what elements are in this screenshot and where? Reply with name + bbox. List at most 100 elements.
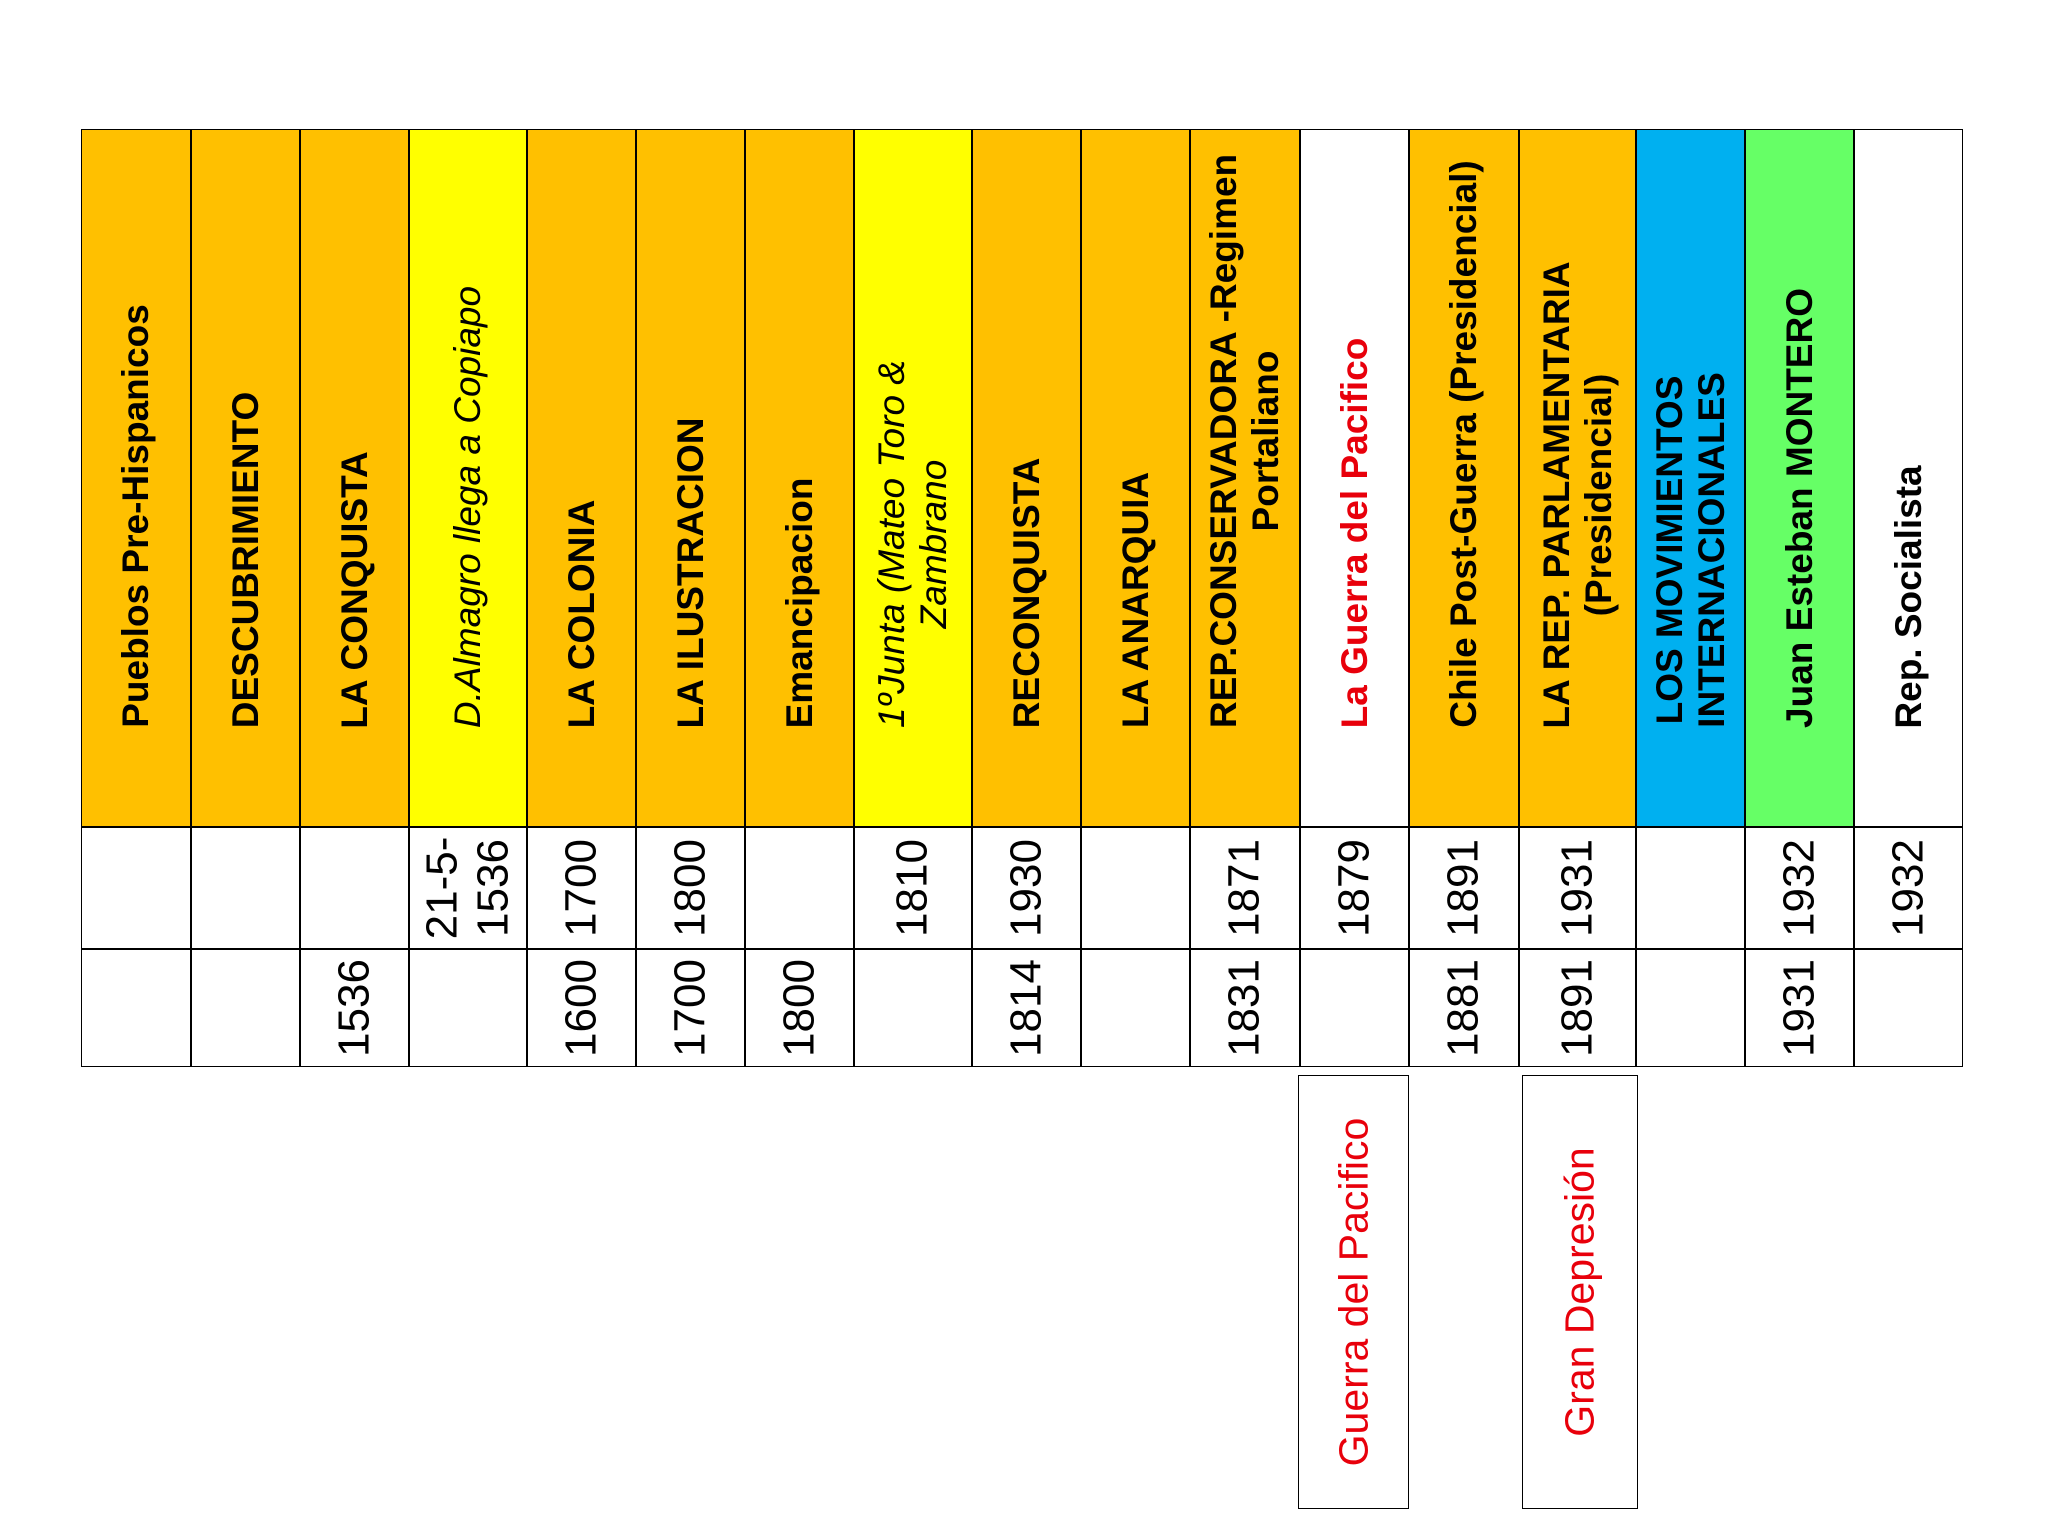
period-column-socialista: Rep. Socialista 1932 xyxy=(1854,129,1963,1067)
end-year: 1930 xyxy=(1001,839,1051,937)
period-header-guerra_pacifico: La Guerra del Pacifico xyxy=(1300,129,1409,827)
start-year-cell: 1700 xyxy=(636,949,745,1067)
end-year-cell: 1810 xyxy=(854,827,972,949)
period-column-junta: 1ºJunta (Mateo Toro & Zambrano 1810 xyxy=(854,129,972,1067)
period-header-junta: 1ºJunta (Mateo Toro & Zambrano xyxy=(854,129,972,827)
end-year: 1932 xyxy=(1883,839,1933,937)
end-year-cell: 1879 xyxy=(1300,827,1409,949)
period-column-colonia: LA COLONIA 1700 1600 xyxy=(527,129,636,1067)
start-year: 1831 xyxy=(1219,959,1269,1057)
end-year-cell: 1800 xyxy=(636,827,745,949)
period-label: Juan Esteban MONTERO xyxy=(1778,288,1820,728)
start-year-cell: 1891 xyxy=(1519,949,1636,1067)
period-column-descubrimiento: DESCUBRIMIENTO xyxy=(191,129,300,1067)
end-year: 1879 xyxy=(1329,839,1379,937)
period-column-guerra_pacifico: La Guerra del Pacifico 1879 xyxy=(1300,129,1409,1067)
period-column-reconquista: RECONQUISTA 1930 1814 xyxy=(972,129,1081,1067)
period-label: DESCUBRIMIENTO xyxy=(224,391,266,729)
start-year: 1814 xyxy=(1001,959,1051,1057)
period-column-post_guerra: Chile Post-Guerra (Presidencial) 1891 1881 xyxy=(1409,129,1519,1067)
start-year-cell: 1814 xyxy=(972,949,1081,1067)
end-year: 1700 xyxy=(556,839,606,937)
end-year: 21-5- 1536 xyxy=(417,836,517,940)
period-header-conquista: LA CONQUISTA xyxy=(300,129,409,827)
end-year-cell: 1871 xyxy=(1190,827,1300,949)
start-year: 1700 xyxy=(665,959,715,1057)
period-label: LA CONQUISTA xyxy=(333,450,375,729)
end-year-cell: 1891 xyxy=(1409,827,1519,949)
start-year-cell: 1600 xyxy=(527,949,636,1067)
start-year-cell xyxy=(1300,949,1409,1067)
period-header-reconquista: RECONQUISTA xyxy=(972,129,1081,827)
period-label: Chile Post-Guerra (Presidencial) xyxy=(1443,160,1485,728)
start-year-cell xyxy=(1636,949,1745,1067)
period-column-conquista: LA CONQUISTA 1536 xyxy=(300,129,409,1067)
period-label: Rep. Socialista xyxy=(1887,464,1929,729)
end-year-cell xyxy=(191,827,300,949)
end-year: 1932 xyxy=(1774,839,1824,937)
period-label: RECONQUISTA xyxy=(1005,457,1047,728)
end-year-cell: 1700 xyxy=(527,827,636,949)
start-year-cell xyxy=(1854,949,1963,1067)
period-column-emancipacion: Emancipacion 1800 xyxy=(745,129,854,1067)
note-label: Guerra del Pacifico xyxy=(1330,1117,1376,1467)
start-year-cell: 1931 xyxy=(1745,949,1854,1067)
period-column-almagro: D.Almagro llega a Copiapo 21-5- 1536 xyxy=(409,129,527,1067)
end-year-cell: 1932 xyxy=(1745,827,1854,949)
period-header-movimientos: LOS MOVIMIENTOS INTERNACIONALES xyxy=(1636,129,1745,827)
period-column-pueblos: Pueblos Pre-Hispanicos xyxy=(81,129,191,1067)
period-header-rep_parlamentaria: LA REP. PARLAMENTARIA (Presidencial) xyxy=(1519,129,1636,827)
end-year: 1800 xyxy=(665,839,715,937)
start-year-cell: 1536 xyxy=(300,949,409,1067)
start-year-cell: 1800 xyxy=(745,949,854,1067)
start-year: 1881 xyxy=(1438,959,1488,1057)
note-box-depresion: Gran Depresión xyxy=(1522,1075,1638,1509)
period-header-pueblos: Pueblos Pre-Hispanicos xyxy=(81,129,191,827)
period-header-montero: Juan Esteban MONTERO xyxy=(1745,129,1854,827)
period-label: REP.CONSERVADORA -Regimen Portaliano xyxy=(1203,153,1286,729)
period-label: Emancipacion xyxy=(778,477,820,728)
period-label: LA REP. PARLAMENTARIA (Presidencial) xyxy=(1535,260,1619,729)
end-year: 1871 xyxy=(1219,839,1269,937)
period-label: LA COLONIA xyxy=(560,499,602,728)
end-year: 1810 xyxy=(887,839,937,937)
end-year: 1931 xyxy=(1552,839,1602,937)
period-header-post_guerra: Chile Post-Guerra (Presidencial) xyxy=(1409,129,1519,827)
start-year: 1931 xyxy=(1774,959,1824,1057)
start-year-cell: 1881 xyxy=(1409,949,1519,1067)
period-header-emancipacion: Emancipacion xyxy=(745,129,854,827)
end-year-cell: 21-5- 1536 xyxy=(409,827,527,949)
period-column-anarquia: LA ANARQUIA xyxy=(1081,129,1190,1067)
period-header-socialista: Rep. Socialista xyxy=(1854,129,1963,827)
period-label: La Guerra del Pacifico xyxy=(1333,337,1375,728)
period-label: LA ANARQUIA xyxy=(1114,471,1156,729)
note-label: Gran Depresión xyxy=(1556,1147,1603,1437)
period-label: LOS MOVIMIENTOS INTERNACIONALES xyxy=(1648,372,1732,728)
start-year-cell xyxy=(1081,949,1190,1067)
end-year-cell xyxy=(300,827,409,949)
period-label: 1ºJunta (Mateo Toro & Zambrano xyxy=(871,360,954,728)
note-box-guerra: Guerra del Pacifico xyxy=(1298,1075,1409,1509)
start-year-cell xyxy=(191,949,300,1067)
period-column-rep_parlamentaria: LA REP. PARLAMENTARIA (Presidencial) 1931… xyxy=(1519,129,1636,1067)
period-header-rep_conservadora: REP.CONSERVADORA -Regimen Portaliano xyxy=(1190,129,1300,827)
period-header-almagro: D.Almagro llega a Copiapo xyxy=(409,129,527,827)
period-label: Pueblos Pre-Hispanicos xyxy=(115,304,157,728)
end-year-cell xyxy=(1081,827,1190,949)
start-year: 1536 xyxy=(329,959,379,1057)
end-year-cell xyxy=(81,827,191,949)
end-year-cell: 1930 xyxy=(972,827,1081,949)
start-year: 1800 xyxy=(774,959,824,1057)
period-header-ilustracion: LA ILUSTRACION xyxy=(636,129,745,827)
period-column-montero: Juan Esteban MONTERO 1932 1931 xyxy=(1745,129,1854,1067)
period-header-descubrimiento: DESCUBRIMIENTO xyxy=(191,129,300,827)
start-year: 1600 xyxy=(556,959,606,1057)
end-year: 1891 xyxy=(1438,839,1488,937)
end-year-cell: 1932 xyxy=(1854,827,1963,949)
start-year-cell xyxy=(409,949,527,1067)
start-year-cell xyxy=(81,949,191,1067)
end-year-cell xyxy=(1636,827,1745,949)
period-header-colonia: LA COLONIA xyxy=(527,129,636,827)
period-label: D.Almagro llega a Copiapo xyxy=(447,285,489,729)
